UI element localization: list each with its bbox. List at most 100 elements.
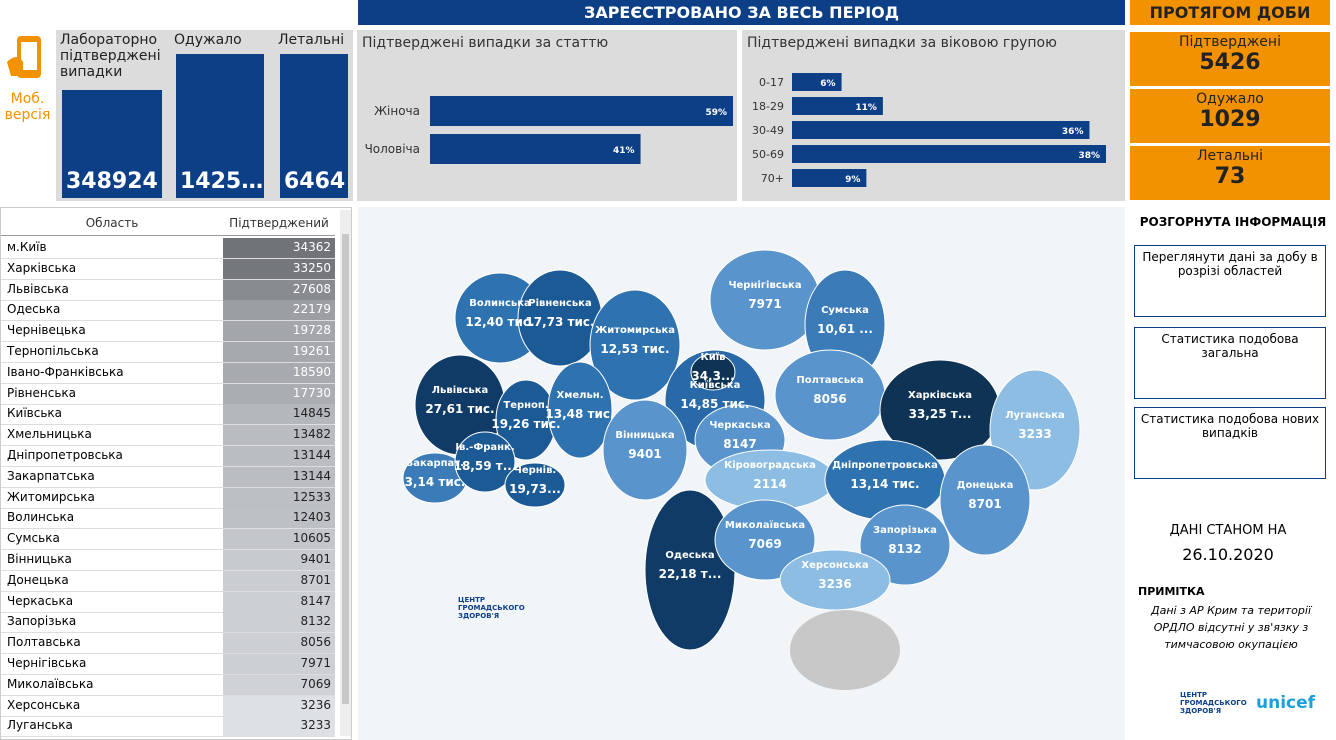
mobile-link[interactable]: Моб. версія <box>0 32 55 142</box>
column-header: Підтверджений <box>223 210 335 236</box>
region-name: Полтавська <box>7 635 81 650</box>
date: 26.10.2020 <box>1182 545 1274 564</box>
sidebar-title: РОЗГОРНУТА ІНФОРМАЦІЯ <box>1139 215 1327 229</box>
table-row: Чернівецька 19728 <box>1 321 335 343</box>
table-row: Рівненська 17730 <box>1 383 335 405</box>
scrollbar[interactable] <box>340 210 351 736</box>
logo-text: ЦЕНТР ГРОМАДСЬКОГО ЗДОРОВ'Я <box>1180 691 1247 715</box>
unicef-logo: unicef <box>1256 693 1316 713</box>
value-cell <box>223 258 335 279</box>
value-cell <box>223 695 335 716</box>
mobile-line: версія <box>4 107 51 123</box>
daily-label: Летальні <box>1196 148 1264 164</box>
region-value: 8701 <box>300 572 331 587</box>
daily-value: 1029 <box>1199 107 1261 132</box>
table-body: м.Київ 34362 Харківська 33250 Львівська 27608… <box>1 238 335 738</box>
kpi-value: 348924 <box>66 169 158 194</box>
sidebar: РОЗГОРНУТА ІНФОРМАЦІЯ Переглянути дані з… <box>1130 207 1336 740</box>
region-name: Волинська <box>7 510 75 525</box>
value-cell <box>223 570 335 591</box>
table-row: Дніпропетровська 13144 <box>1 446 335 467</box>
daily-card: Летальні 73 <box>1130 146 1330 200</box>
region-name: Івано-Франківська <box>7 364 124 379</box>
table-row: Закарпатська 13144 <box>1 466 335 488</box>
note-title: ПРИМІТКА <box>1138 585 1205 598</box>
value-cell <box>223 404 335 425</box>
value-cell <box>223 591 335 612</box>
table-row: Одеська 22179 <box>1 300 335 322</box>
region-value: 8147 <box>300 593 331 608</box>
button-label: Переглянути дані за добу в розрізі облас… <box>1142 250 1318 278</box>
logo-line: ЦЕНТР <box>458 596 486 604</box>
column-header: Область <box>1 210 223 236</box>
region-name: Запорізька <box>7 614 77 629</box>
map-panel <box>358 207 1125 740</box>
region-value: 27608 <box>292 281 331 296</box>
logo-line: ЗДОРОВ'Я <box>458 612 500 620</box>
region-name: Київська <box>7 406 62 421</box>
table-row: Хмельницька 13482 <box>1 425 335 447</box>
region-name: Харківська <box>7 260 77 275</box>
value-cell <box>223 362 335 383</box>
age-panel <box>742 30 1125 201</box>
region-value: 10605 <box>292 531 331 546</box>
region-value: 13144 <box>292 468 331 483</box>
region-name: Донецька <box>7 572 69 587</box>
phone-icon <box>6 36 41 78</box>
value-cell <box>223 425 335 446</box>
daily-title: ПРОТЯГОМ ДОБИ <box>1130 0 1330 25</box>
kpi-card: 348924 <box>62 90 162 198</box>
value-cell <box>223 383 335 404</box>
kpi-value: 6464 <box>284 169 346 194</box>
button-label: Статистика подобова нових випадків <box>1140 412 1320 440</box>
daily-label: Одужало <box>1196 91 1264 107</box>
region-name: Херсонська <box>7 697 81 712</box>
region-value: 9401 <box>300 552 331 566</box>
region-value: 3236 <box>300 697 331 712</box>
region-value: 14845 <box>292 406 331 421</box>
table-row: Сумська 10605 <box>1 529 335 551</box>
region-name: Сумська <box>7 531 60 546</box>
header-title: ЗАРЕЄСТРОВАНО ЗА ВЕСЬ ПЕРІОД <box>358 0 1125 25</box>
region-value: 12403 <box>292 510 331 525</box>
kpi-label: Летальні <box>278 32 345 48</box>
region-value: 13144 <box>292 448 331 462</box>
region-value: 34362 <box>292 240 331 254</box>
region-name: Закарпатська <box>7 468 95 483</box>
region-value: 8056 <box>300 635 331 650</box>
region-name: Одеська <box>7 302 61 317</box>
value-cell <box>223 279 335 300</box>
region-name: Дніпропетровська <box>7 448 123 462</box>
logo-line: ГРОМАДСЬКОГО <box>458 604 525 612</box>
value-cell <box>223 550 335 570</box>
logo-line: ЦЕНТР <box>1180 691 1208 699</box>
nav-button[interactable]: Переглянути дані за добу в розрізі облас… <box>1134 245 1326 317</box>
value-cell <box>223 716 335 737</box>
region-table: Область Підтверджений м.Київ 34362 Харківс… <box>0 207 352 740</box>
logo-line: ЗДОРОВ'Я <box>1180 707 1222 715</box>
region-value: 19728 <box>292 323 331 338</box>
table-row: Полтавська 8056 <box>1 633 335 655</box>
region-value: 18590 <box>292 364 331 379</box>
table-row: Херсонська 3236 <box>1 695 335 717</box>
region-value: 7971 <box>300 656 331 670</box>
table-row: Черкаська 8147 <box>1 591 335 613</box>
nav-button[interactable]: Статистика подобова нових випадків <box>1134 407 1326 479</box>
value-cell <box>223 238 335 258</box>
table-row: Донецька 8701 <box>1 570 335 592</box>
region-name: Тернопільська <box>7 344 99 358</box>
daily-value: 5426 <box>1199 50 1261 75</box>
region-value: 22179 <box>292 302 331 317</box>
table-row: м.Київ 34362 <box>1 238 335 259</box>
logo-line: ГРОМАДСЬКОГО <box>1180 699 1247 707</box>
table-row: Львівська 27608 <box>1 279 335 301</box>
table-row: Харківська 33250 <box>1 258 335 280</box>
nav-button[interactable]: Статистика подобова загальна <box>1134 327 1326 399</box>
daily-value: 73 <box>1214 164 1246 189</box>
table-row: Івано-Франківська 18590 <box>1 362 335 384</box>
region-name: Хмельницька <box>7 427 92 442</box>
region-value: 3233 <box>300 718 331 733</box>
region-value: 12533 <box>292 489 331 504</box>
kpi-card: 1425… <box>176 54 264 198</box>
region-value: 13482 <box>292 427 331 442</box>
